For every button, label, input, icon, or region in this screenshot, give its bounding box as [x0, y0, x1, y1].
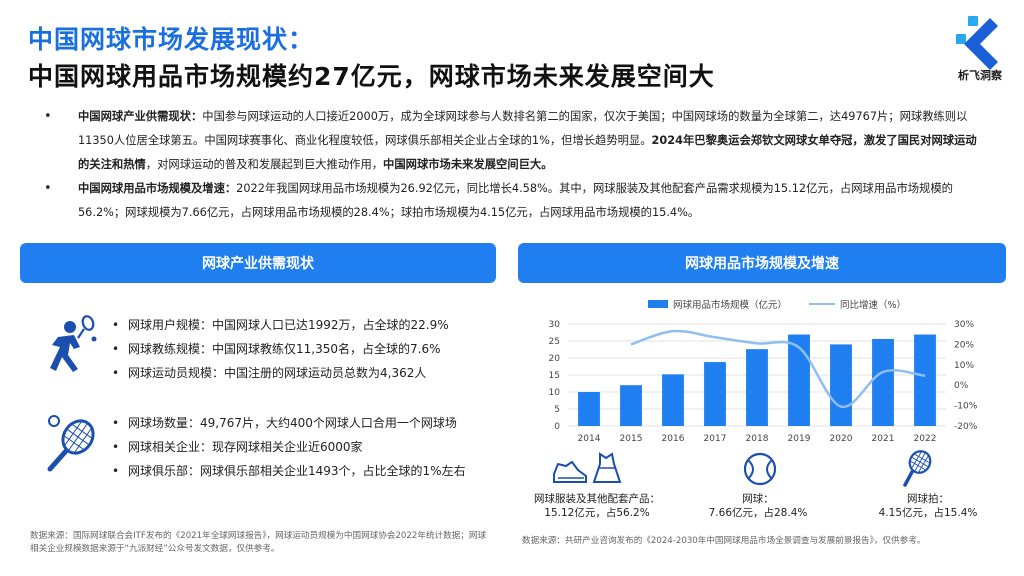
page-subtitle: 中国网球用品市场规模约27亿元，网球市场未来发展空间大 [28, 62, 715, 91]
bar [662, 374, 684, 426]
bullet-0-segment-0: 中国网球产业供需现状： [78, 110, 203, 123]
x-tick-label: 2016 [662, 434, 685, 444]
bar [872, 338, 894, 426]
bullet-supply-demand: 中国网球产业供需现状：中国参与网球运动的人口接近2000万，成为全球网球参与人数… [44, 105, 984, 177]
bullet-0-segment-2: 2024年巴黎奥运会郑钦文网球女单夺冠，激发了国民对网球运动的关注和热情 [78, 134, 977, 171]
growth-line [630, 329, 926, 408]
bullet-market-size: 中国网球用品市场规模及增速：2022年我国网球用品市场规模为26.92亿元，同比… [44, 177, 984, 225]
product-racket-label: 网球拍： [907, 493, 949, 505]
x-tick-label: 2020 [830, 434, 853, 444]
y-left-tick-label: 25 [549, 337, 560, 347]
product-clothing-value: 15.12亿元，占56.2% [544, 507, 650, 519]
y-left-tick-label: 20 [549, 354, 561, 364]
bullet-0-segment-3: ，对网球运动的普及和发展起到巨大推动作用， [145, 158, 384, 171]
legend-bar-label: 网球用品市场规模（亿元） [673, 300, 788, 311]
x-tick-label: 2021 [872, 434, 895, 444]
bullet-0-segment-1: 中国参与网球运动的人口接近2000万，成为全球网球参与人数排名第二的国家，仅次于… [78, 110, 968, 147]
bar [830, 344, 852, 426]
product-ball: 网球： 7.66亿元，占28.4% [708, 492, 808, 520]
y-left-tick-label: 30 [549, 320, 561, 330]
stat-court-count: 网球场数量：49,767片，大约400个网球人口合用一个网球场 [108, 411, 466, 435]
bar [746, 349, 768, 426]
legend-line-swatch [809, 303, 836, 305]
supply-demand-group-2: 网球场数量：49,767片，大约400个网球人口合用一个网球场 网球相关企业：现… [108, 411, 466, 483]
tennis-racket-icon [47, 415, 95, 472]
stat-related-companies: 网球相关企业：现存网球相关企业近6000家 [108, 435, 466, 459]
legend-bar-swatch [648, 300, 668, 308]
x-tick-label: 2018 [746, 434, 769, 444]
y-right-tick-label: -20% [954, 422, 978, 432]
x-tick-label: 2017 [704, 434, 727, 444]
product-ball-label: 网球： [742, 493, 774, 505]
bar [578, 392, 600, 426]
stat-coach-scale: 网球教练规模：中国网球教练仅11,350名，占全球的7.6% [108, 337, 449, 361]
product-racket-value: 4.15亿元，占15.4% [878, 507, 978, 519]
product-clothing-label: 网球服装及其他配套产品： [534, 493, 660, 505]
page-title: 中国网球市场发展现状： [28, 25, 315, 54]
bar [788, 334, 810, 426]
bullet-1-segment-1: 2022年我国网球用品市场规模为26.92亿元，同比增长4.58%。其中，网球服… [78, 182, 953, 219]
stat-user-scale: 网球用户规模：中国网球人口已达1992万，占全球的22.9% [108, 313, 449, 337]
left-source-note: 数据来源：国际网球联合会ITF发布的《2021年全球网球报告》，网球运动员规模为… [30, 531, 487, 554]
product-clothing: 网球服装及其他配套产品： 15.12亿元，占56.2% [532, 492, 662, 520]
bullet-1-segment-0: 中国网球用品市场规模及增速： [78, 182, 237, 195]
stat-clubs: 网球俱乐部：网球俱乐部相关企业1493个，占比全球的1%左右 [108, 459, 466, 483]
x-tick-label: 2014 [578, 434, 601, 444]
tennis-ball-icon [743, 452, 777, 486]
product-racket: 网球拍： 4.15亿元，占15.4% [872, 492, 984, 520]
legend-line-label: 同比增速（%） [840, 300, 907, 311]
x-tick-label: 2015 [620, 434, 643, 444]
y-right-tick-label: -10% [954, 402, 978, 412]
summary-bullets: 中国网球产业供需现状：中国参与网球运动的人口接近2000万，成为全球网球参与人数… [44, 105, 984, 225]
x-tick-label: 2022 [914, 434, 937, 444]
y-right-tick-label: 30% [954, 320, 974, 330]
y-left-tick-label: 15 [549, 371, 560, 381]
product-ball-value: 7.66亿元，占28.4% [708, 507, 808, 519]
y-left-tick-label: 0 [554, 422, 560, 432]
brand-logo-text: 析飞洞察 [958, 69, 1002, 82]
clothing-icon [553, 452, 622, 483]
y-left-tick-label: 5 [554, 405, 560, 415]
y-right-tick-label: 10% [954, 361, 974, 371]
y-right-tick-label: 0% [954, 381, 969, 391]
brand-logo-icon [956, 16, 998, 70]
bullet-0-segment-4: 中国网球市场未来发展空间巨大。 [383, 158, 553, 171]
market-size-header: 网球用品市场规模及增速 [518, 243, 1006, 283]
chart-legend: 网球用品市场规模（亿元） 同比增速（%） [648, 297, 906, 311]
right-source-note: 数据来源：共研产业咨询发布的《2024-2030年中国网球用品市场全景调查与发展… [522, 536, 926, 546]
stat-athlete-scale: 网球运动员规模：中国注册的网球运动员总数为4,362人 [108, 361, 449, 385]
supply-demand-header: 网球产业供需现状 [20, 243, 496, 283]
bar [620, 385, 642, 426]
y-left-tick-label: 10 [549, 388, 561, 398]
racket-icon [903, 450, 932, 487]
y-right-tick-label: 20% [954, 340, 974, 350]
tennis-player-icon [50, 315, 97, 372]
x-tick-label: 2019 [788, 434, 811, 444]
bar [704, 362, 726, 426]
bar [914, 334, 936, 426]
supply-demand-group-1: 网球用户规模：中国网球人口已达1992万，占全球的22.9% 网球教练规模：中国… [108, 313, 449, 385]
market-size-chart: 0 5 10 15 20 25 30 -20% -10% 0% 10% 20% 30% 2014 2015 2… [549, 320, 978, 444]
